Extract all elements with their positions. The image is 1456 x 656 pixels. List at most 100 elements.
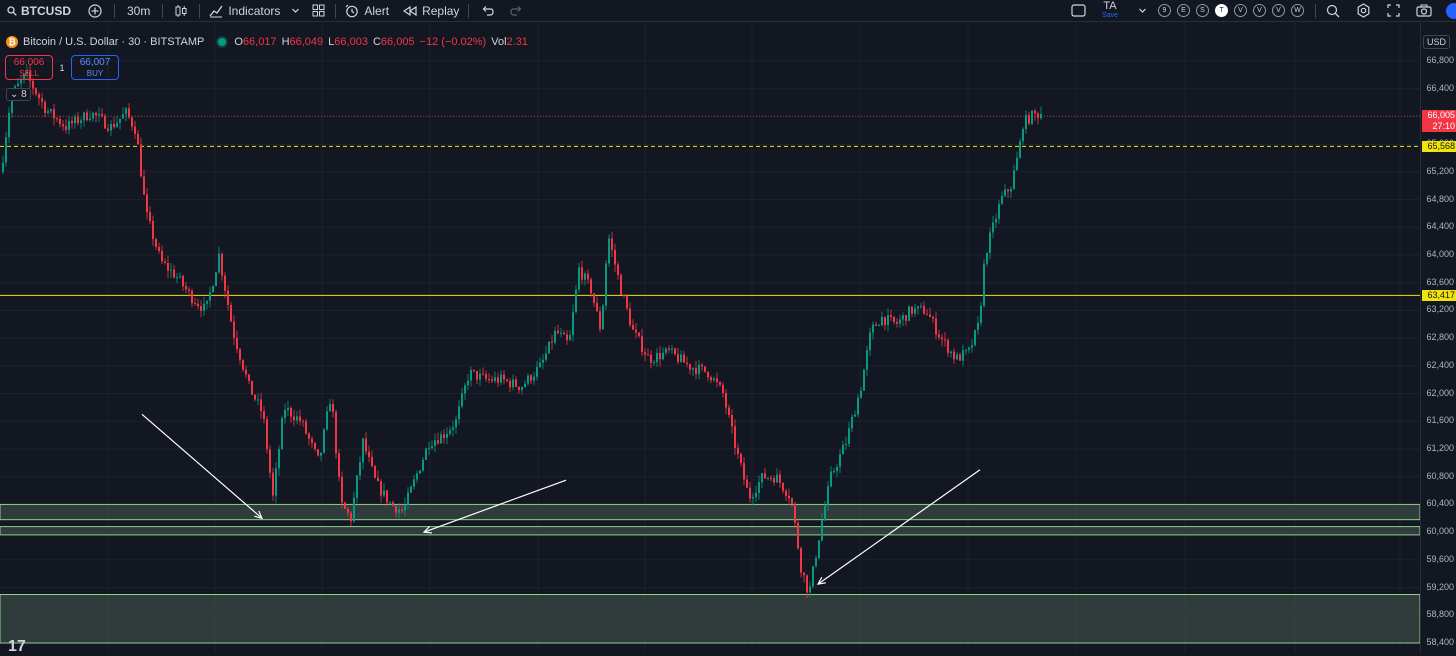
candle-down (593, 293, 595, 303)
candle-up (1031, 110, 1033, 124)
annotation-arrow (141, 413, 263, 519)
candle-down (644, 352, 646, 355)
save-menu-button[interactable] (1124, 0, 1155, 22)
buy-price: 66,007 (79, 56, 111, 68)
indicators-button[interactable]: Indicators (202, 0, 287, 22)
candle-up (521, 387, 523, 391)
sell-button[interactable]: 66,006 SELL (5, 55, 53, 80)
alert-button[interactable]: Alert (338, 0, 396, 22)
currency-button[interactable]: USD (1423, 35, 1451, 49)
candle-down (719, 382, 721, 385)
buy-button[interactable]: 66,007 BUY (71, 55, 119, 80)
circle-button-s[interactable]: S (1196, 4, 1209, 17)
candle-down (647, 354, 649, 356)
top-toolbar: BTCUSD 30m Indicators Alert (0, 0, 1456, 22)
circle-button-v1[interactable]: V (1234, 4, 1247, 17)
publish-button[interactable] (1446, 2, 1456, 19)
toolbar-divider (162, 3, 164, 18)
candle-down (530, 375, 532, 381)
candle-down (659, 352, 661, 360)
candle-down (923, 306, 925, 314)
candle-down (146, 194, 148, 213)
circle-button-w[interactable]: W (1291, 4, 1304, 17)
order-quantity[interactable]: 1 (59, 62, 65, 73)
replay-button[interactable]: Replay (396, 0, 466, 22)
buy-label: BUY (86, 68, 104, 78)
candle-down (1037, 113, 1039, 119)
indicators-toggle[interactable]: ⌄ 8 (6, 88, 31, 101)
chart-type-button[interactable] (165, 0, 197, 22)
candle-up (455, 419, 457, 428)
candle-up (356, 475, 358, 498)
circle-button-v2[interactable]: V (1253, 4, 1266, 17)
candle-down (623, 294, 625, 297)
candle-down (338, 453, 340, 477)
publish-button-area (1440, 0, 1456, 22)
candle-down (32, 80, 34, 89)
symbol-title[interactable]: Bitcoin / U.S. Dollar · 30 · BITSTAMP (23, 36, 205, 48)
candle-down (251, 380, 253, 395)
redo-button[interactable] (504, 0, 529, 22)
layouts-button[interactable] (304, 0, 333, 22)
circle-button-e[interactable]: E (1177, 4, 1190, 17)
compare-button[interactable] (78, 0, 112, 22)
candle-up (680, 354, 682, 362)
undo-icon (481, 5, 495, 16)
candle-down (266, 419, 268, 450)
candle-down (248, 374, 250, 381)
candle-down (491, 379, 493, 382)
candle-down (263, 411, 265, 420)
interval-button[interactable]: 30m (127, 3, 151, 18)
candle-down (38, 94, 40, 99)
candle-down (293, 416, 295, 421)
candle-down (365, 438, 367, 452)
price-scale[interactable]: USD 66,80066,40066,00065,60065,20064,800… (1420, 23, 1456, 652)
candle-down (740, 453, 742, 464)
candle-up (545, 353, 547, 360)
symbol-search[interactable]: BTCUSD (0, 0, 78, 22)
candle-down (788, 495, 790, 499)
tradingview-logo[interactable]: 17 (8, 638, 26, 655)
candle-down (401, 509, 403, 511)
ta-save-button[interactable]: TA Save (1096, 0, 1124, 20)
candle-up (899, 319, 901, 324)
indicator-templates-button[interactable] (287, 0, 304, 22)
candle-up (527, 375, 529, 384)
candle-down (104, 115, 106, 129)
candle-down (227, 290, 229, 305)
last-price-badge: 66,005 27:10 (1422, 110, 1456, 133)
circle-button-v3[interactable]: V (1272, 4, 1285, 17)
candle-up (854, 414, 856, 417)
candle-down (581, 267, 583, 280)
price-tick-label: 60,800 (1426, 470, 1454, 481)
snapshot-button[interactable] (1408, 0, 1440, 22)
price-chart[interactable] (0, 23, 1420, 652)
candle-down (728, 407, 730, 415)
candle-up (995, 218, 997, 223)
candle-down (884, 316, 886, 326)
gear-icon (1356, 3, 1371, 18)
candle-up (848, 428, 850, 444)
circle-button-t[interactable]: T (1215, 4, 1228, 17)
undo-button[interactable] (471, 0, 504, 22)
candle-up (80, 120, 82, 124)
support-zones (0, 503, 1420, 644)
candle-down (308, 433, 310, 439)
chevron-down-icon (1138, 6, 1147, 15)
support-zone (0, 526, 1420, 536)
settings-button[interactable] (1348, 0, 1379, 22)
candle-up (665, 348, 667, 353)
fullscreen-button[interactable] (1379, 0, 1408, 22)
arrow-head (816, 576, 826, 585)
candle-up (416, 473, 418, 480)
circle-button-9[interactable]: 9 (1158, 4, 1171, 17)
candle-down (638, 332, 640, 337)
candle-down (695, 368, 697, 374)
layout-toggle-button[interactable] (1061, 0, 1096, 22)
quick-search-button[interactable] (1318, 0, 1348, 22)
candle-down (311, 438, 313, 443)
candle-down (710, 377, 712, 381)
symbol-label: BTCUSD (21, 3, 71, 18)
candle-down (563, 332, 565, 335)
candle-up (209, 292, 211, 301)
